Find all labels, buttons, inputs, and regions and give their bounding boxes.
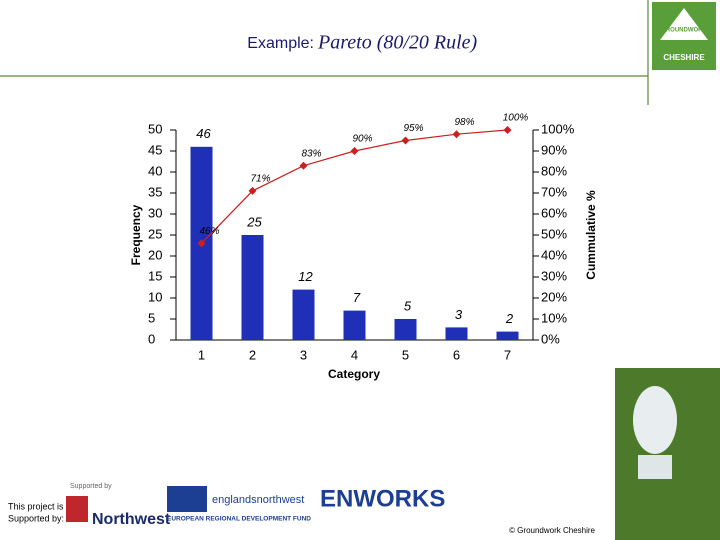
y2-tick-label: 50% bbox=[541, 226, 567, 241]
y-tick-label: 35 bbox=[148, 184, 162, 199]
bar bbox=[292, 289, 315, 340]
bulb bbox=[633, 386, 677, 454]
y-tick-label: 45 bbox=[148, 142, 162, 157]
line-label: 71% bbox=[250, 174, 270, 185]
erdf-logo: EUROPEAN REGIONAL DEVELOPMENT FUND bbox=[167, 516, 311, 523]
bar bbox=[394, 319, 417, 340]
y2-tick-label: 10% bbox=[541, 310, 567, 325]
y2-tick-label: 60% bbox=[541, 205, 567, 220]
line-marker bbox=[401, 136, 410, 145]
title-main: Pareto (80/20 Rule) bbox=[317, 32, 478, 54]
title-lead: Example: bbox=[247, 35, 314, 52]
bar-label: 12 bbox=[298, 269, 313, 284]
y-tick-label: 0 bbox=[148, 331, 155, 346]
project-line: This project is bbox=[8, 501, 64, 511]
x-axis-label: Category bbox=[328, 367, 380, 381]
line-marker bbox=[299, 161, 308, 170]
y-tick-label: 30 bbox=[148, 205, 162, 220]
bulb-base bbox=[638, 455, 672, 479]
line-marker bbox=[452, 130, 461, 139]
line-label: 83% bbox=[301, 148, 321, 159]
y2-tick-label: 40% bbox=[541, 247, 567, 262]
northwest-logo: Northwest bbox=[92, 511, 171, 528]
x-tick-label: 3 bbox=[300, 347, 307, 362]
logo-top: GROUNDWORK bbox=[661, 28, 707, 34]
y-axis-label: Frequency bbox=[129, 204, 143, 265]
bar bbox=[496, 331, 519, 340]
line-marker bbox=[197, 239, 206, 248]
line-label: 95% bbox=[403, 123, 423, 134]
enworks-logo: ENWORKS bbox=[320, 485, 445, 512]
y-tick-label: 5 bbox=[148, 310, 155, 325]
line-marker bbox=[248, 186, 257, 195]
project-line: Supported by: bbox=[8, 513, 64, 523]
bar-label: 7 bbox=[353, 290, 361, 305]
bar-label: 5 bbox=[404, 298, 412, 313]
england-logo: englandsnorthwest bbox=[212, 494, 304, 506]
eu-flag bbox=[167, 486, 207, 512]
y2-tick-label: 30% bbox=[541, 268, 567, 283]
y-tick-label: 40 bbox=[148, 163, 162, 178]
bar bbox=[241, 235, 264, 340]
line-label: 98% bbox=[454, 117, 474, 128]
y-tick-label: 10 bbox=[148, 289, 162, 304]
bar bbox=[343, 310, 366, 340]
y2-tick-label: 100% bbox=[541, 121, 575, 136]
y2-tick-label: 80% bbox=[541, 163, 567, 178]
y2-tick-label: 70% bbox=[541, 184, 567, 199]
bar-label: 2 bbox=[505, 311, 514, 326]
line-marker bbox=[350, 147, 359, 155]
line-label: 100% bbox=[503, 113, 529, 124]
logo-bottom: CHESHIRE bbox=[663, 53, 705, 62]
x-tick-label: 2 bbox=[249, 347, 256, 362]
logo-mark bbox=[660, 8, 708, 40]
y-tick-label: 50 bbox=[148, 121, 162, 136]
x-tick-label: 6 bbox=[453, 347, 460, 362]
supported-label: Supported by bbox=[70, 483, 112, 490]
x-tick-label: 7 bbox=[504, 347, 511, 362]
y2-tick-label: 20% bbox=[541, 289, 567, 304]
bar-label: 46 bbox=[196, 126, 211, 141]
x-tick-label: 5 bbox=[402, 347, 409, 362]
y2-tick-label: 0% bbox=[541, 331, 560, 346]
y-tick-label: 20 bbox=[148, 247, 162, 262]
x-tick-label: 4 bbox=[351, 347, 358, 362]
line-marker bbox=[503, 126, 512, 134]
y2-tick-label: 90% bbox=[541, 142, 567, 157]
bar-label: 3 bbox=[455, 307, 463, 322]
copyright: © Groundwork Cheshire bbox=[509, 526, 595, 535]
y-tick-label: 25 bbox=[148, 226, 162, 241]
bar-label: 25 bbox=[246, 214, 262, 229]
x-tick-label: 1 bbox=[198, 347, 205, 362]
bar bbox=[445, 327, 468, 340]
y-tick-label: 15 bbox=[148, 268, 162, 283]
line-label: 90% bbox=[352, 134, 372, 145]
y2-axis-label: Cummulative % bbox=[584, 190, 598, 280]
northwest-mark bbox=[66, 496, 88, 522]
line-label: 46% bbox=[199, 226, 219, 237]
